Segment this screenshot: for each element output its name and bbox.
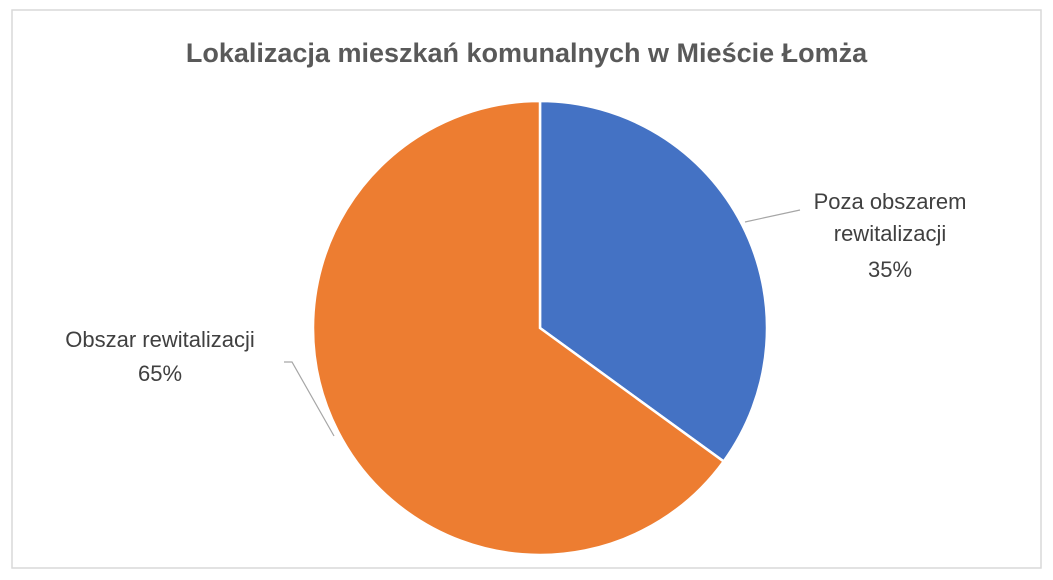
chart-title: Lokalizacja mieszkań komunalnych w Mieśc… — [185, 38, 868, 68]
slice-value-label: 35% — [867, 257, 913, 282]
leader-line — [744, 209, 801, 223]
pie-slice — [538, 99, 769, 464]
slice-label: Obszar rewitalizacji — [65, 327, 255, 352]
leader-line — [284, 361, 335, 437]
slice-value-label: 65% — [137, 361, 183, 386]
pie-slice — [311, 99, 726, 557]
slice-label: Poza obszarem rewitalizacji — [813, 189, 967, 246]
